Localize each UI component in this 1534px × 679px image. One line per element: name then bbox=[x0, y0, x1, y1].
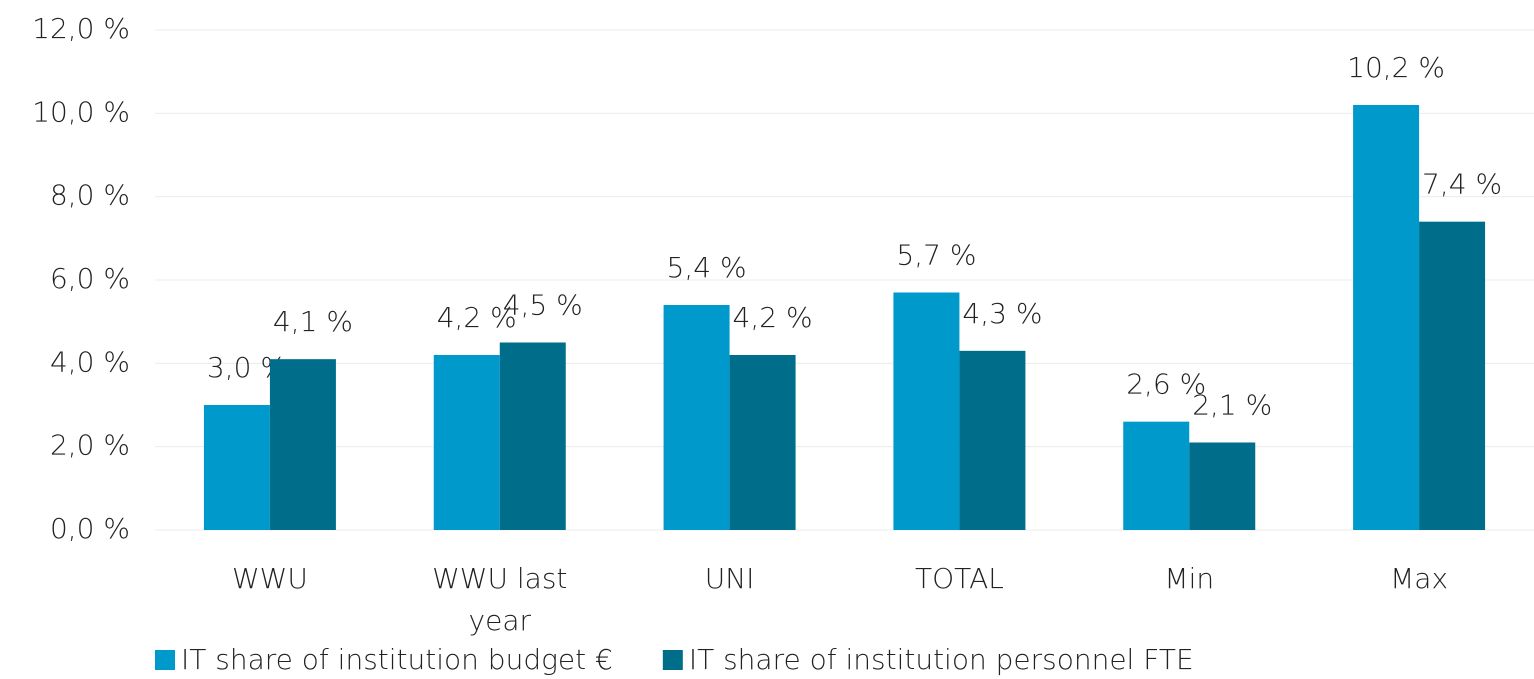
value-label: 4,5 % bbox=[503, 289, 583, 322]
y-tick-label: 10,0 % bbox=[32, 95, 130, 128]
bar bbox=[269, 359, 336, 530]
value-label: 4,1 % bbox=[273, 305, 353, 338]
bar bbox=[1419, 221, 1486, 530]
value-label: 4,2 % bbox=[437, 301, 517, 334]
x-tick-label: TOTAL bbox=[915, 562, 1004, 595]
y-tick-label: 12,0 % bbox=[32, 12, 130, 45]
value-label: 2,6 % bbox=[1126, 368, 1206, 401]
legend-label: IT share of institution budget € bbox=[181, 643, 613, 676]
x-tick-label: WWU bbox=[232, 562, 308, 595]
value-label: 10,2 % bbox=[1347, 51, 1445, 84]
y-tick-label: 8,0 % bbox=[50, 179, 130, 212]
x-tick-label: UNI bbox=[705, 562, 755, 595]
bar bbox=[203, 405, 270, 530]
x-tick-label: WWU last year bbox=[432, 562, 567, 637]
y-tick-label: 6,0 % bbox=[50, 262, 130, 295]
legend-label: IT share of institution personnel FTE bbox=[689, 643, 1194, 676]
legend-swatch bbox=[662, 650, 683, 670]
bar bbox=[729, 355, 796, 530]
bar bbox=[663, 305, 730, 530]
legend-swatch bbox=[155, 650, 175, 670]
x-tick-label: Min bbox=[1164, 562, 1214, 595]
value-label: 5,4 % bbox=[667, 251, 747, 284]
value-label: 4,3 % bbox=[962, 297, 1042, 330]
value-label: 5,7 % bbox=[896, 239, 976, 272]
y-tick-label: 2,0 % bbox=[50, 429, 130, 462]
y-tick-label: 0,0 % bbox=[50, 512, 130, 545]
bar bbox=[1189, 442, 1256, 530]
y-tick-label: 4,0 % bbox=[50, 345, 130, 378]
value-label: 7,4 % bbox=[1422, 168, 1502, 201]
x-tick-label: Max bbox=[1390, 562, 1448, 595]
bar bbox=[433, 355, 500, 530]
bar bbox=[499, 342, 566, 530]
bar bbox=[1123, 421, 1190, 530]
bar bbox=[1353, 105, 1420, 530]
bar bbox=[893, 292, 960, 530]
value-label: 4,2 % bbox=[733, 301, 813, 334]
value-label: 2,1 % bbox=[1192, 389, 1272, 422]
bar bbox=[959, 350, 1026, 530]
